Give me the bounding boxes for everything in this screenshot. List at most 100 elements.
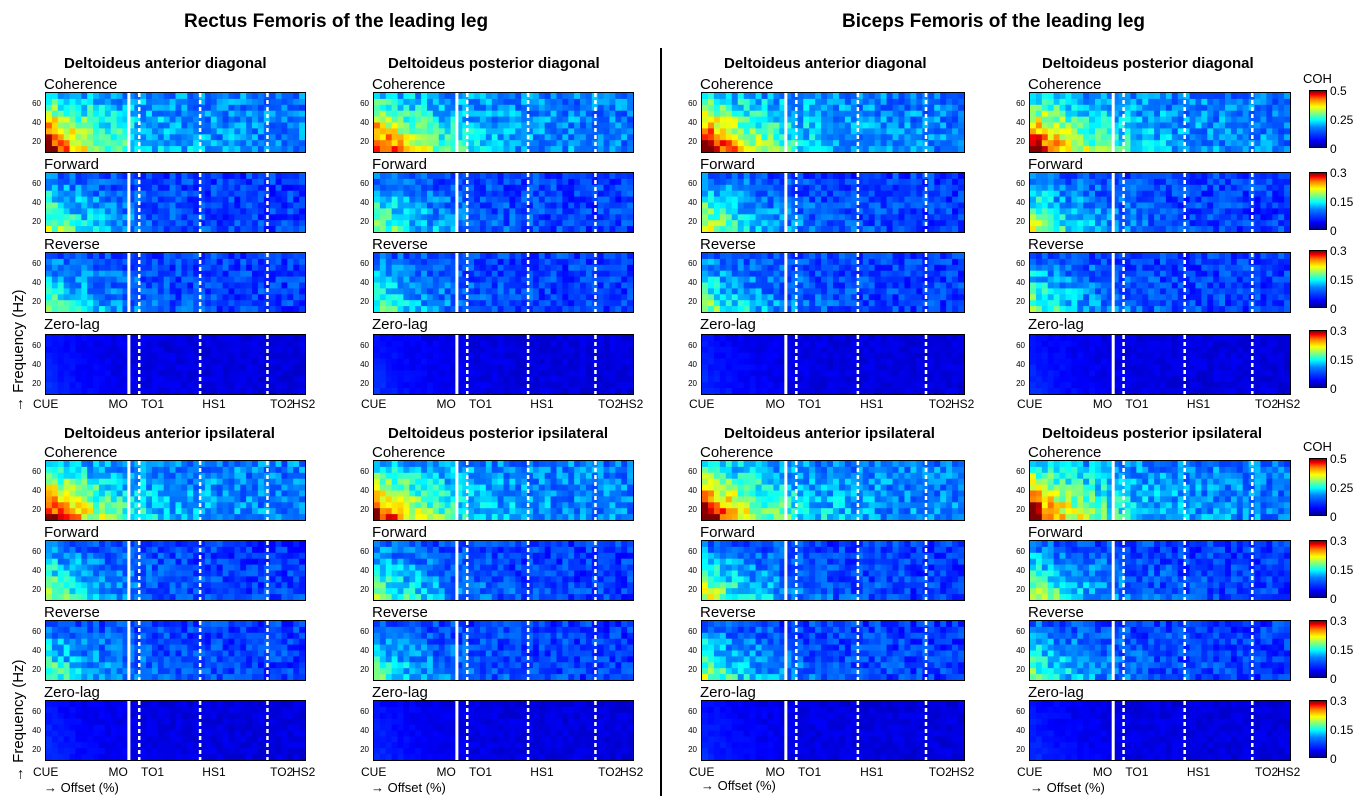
heatmap-cell (791, 116, 798, 124)
heatmap-cell (204, 306, 212, 312)
heatmap-cell (234, 300, 241, 307)
heatmap-cell (169, 208, 177, 215)
heatmap-cell (791, 184, 798, 192)
heatmap-cell (421, 335, 428, 342)
heatmap-cell (868, 98, 876, 106)
heatmap-cell (379, 340, 387, 348)
heatmap-cell (63, 220, 71, 227)
heatmap-cell (725, 128, 733, 135)
heatmap-cell (293, 258, 300, 266)
heatmap-cell (952, 202, 959, 209)
heatmap-cell (509, 258, 516, 266)
heatmap-cell (468, 300, 475, 307)
heatmap-cell (815, 288, 822, 295)
heatmap-cell (713, 258, 721, 266)
heatmap-cell (187, 376, 194, 383)
heatmap-cell (821, 226, 828, 232)
heatmap-cell (281, 306, 288, 312)
heatmap-cell (397, 358, 405, 366)
heatmap-cell (199, 140, 206, 147)
heatmap-cell (627, 264, 633, 272)
heatmap-cell (725, 104, 733, 112)
heatmap-cell (415, 300, 422, 307)
heatmap-cell (199, 300, 206, 307)
heatmap-cell (521, 346, 528, 354)
heatmap-cell (175, 288, 182, 295)
heatmap-cell (910, 208, 917, 215)
heatmap-cell (503, 306, 510, 312)
heatmap-cell (850, 208, 858, 215)
heatmap-cell (719, 93, 727, 100)
heatmap-cell (556, 178, 563, 186)
heatmap-cell (81, 264, 88, 272)
heatmap-cell (51, 134, 59, 141)
heatmap-cell (815, 276, 822, 284)
heatmap-cell (293, 146, 300, 152)
heatmap-cell (122, 276, 130, 284)
heatmap-cell (110, 364, 118, 371)
heatmap-cell (146, 346, 153, 354)
heatmap-cell (293, 214, 300, 221)
heatmap-cell (151, 208, 159, 215)
heatmap-cell (175, 146, 182, 152)
heatmap-cell (615, 110, 622, 118)
heatmap-cell (81, 358, 88, 366)
heatmap-cell (403, 382, 410, 389)
heatmap-cell (468, 270, 475, 278)
heatmap-cell (958, 258, 964, 266)
heatmap-cell (374, 220, 381, 227)
heatmap-cell (568, 300, 575, 307)
heatmap-cell (116, 388, 124, 394)
heatmap-cell (910, 220, 917, 227)
heatmap-cell (403, 190, 410, 198)
heatmap-cell (252, 382, 259, 389)
heatmap-cell (93, 264, 100, 272)
heatmap-cell (397, 294, 405, 301)
heatmap-cell (234, 93, 241, 100)
heatmap-cell (385, 128, 393, 135)
heatmap-cell (880, 253, 888, 260)
heatmap-cell (438, 202, 446, 209)
heatmap-cell (527, 184, 534, 192)
y-tick-label: 20 (32, 137, 41, 146)
heatmap-cell (880, 220, 888, 227)
heatmap-cell (187, 346, 194, 354)
heatmap-cell (597, 335, 605, 342)
heatmap-cell (731, 196, 739, 204)
heatmap-cell (98, 104, 106, 112)
heatmap-cell (426, 352, 434, 360)
heatmap-cell (93, 340, 100, 348)
heatmap-cell (503, 202, 510, 209)
heatmap-cell (474, 104, 481, 112)
heatmap-cell (532, 340, 540, 348)
heatmap-cell (462, 346, 469, 354)
heatmap-cell (749, 208, 757, 215)
heatmap-cell (809, 122, 816, 129)
heatmap-cell (527, 134, 534, 141)
heatmap-cell (151, 178, 159, 186)
heatmap-cell (51, 258, 59, 266)
heatmap-cell (627, 335, 633, 342)
heatmap-cell (81, 202, 88, 209)
heatmap-cell (886, 264, 894, 272)
heatmap-cell (157, 294, 165, 301)
heatmap-cell (702, 134, 709, 141)
heatmap-cell (51, 173, 59, 180)
heatmap-cell (299, 276, 305, 284)
heatmap-cell (940, 98, 947, 106)
heatmap-cell (426, 346, 434, 354)
heatmap-cell (204, 98, 212, 106)
heatmap-cell (597, 134, 605, 141)
heatmap-cell (491, 370, 499, 377)
heatmap-cell (862, 128, 870, 135)
heatmap-cell (87, 208, 94, 215)
heatmap-cell (199, 306, 206, 312)
heatmap-cell (597, 376, 605, 383)
heatmap-cell (87, 202, 94, 209)
heatmap-cell (497, 196, 505, 204)
heatmap-cell (438, 214, 446, 221)
heatmap-cell (444, 282, 452, 289)
heatmap-cell (409, 214, 416, 221)
heatmap-cell (87, 335, 94, 342)
heatmap-cell (497, 376, 505, 383)
